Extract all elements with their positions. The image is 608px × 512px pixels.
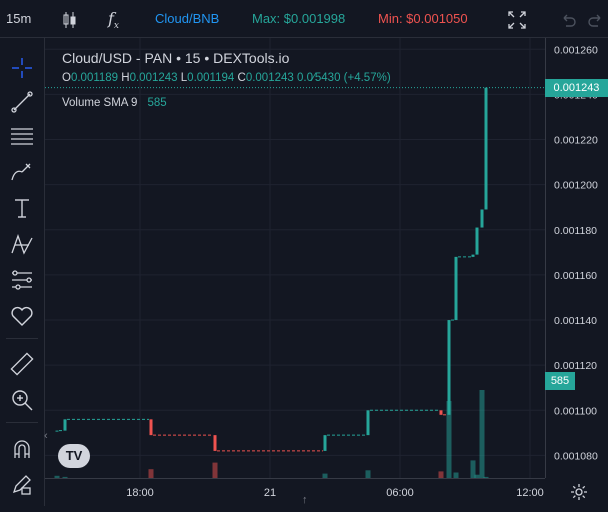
candle — [149, 419, 153, 436]
volume-bar — [62, 476, 68, 478]
candle — [480, 209, 484, 228]
candle — [366, 410, 370, 436]
candle — [439, 410, 443, 415]
price-tick-label: 0.001100 — [554, 405, 597, 417]
volume-bar — [54, 475, 60, 478]
ohlc-legend: O0.001189 H0.001243 L0.001194 C0.001243 … — [62, 72, 391, 84]
candle — [447, 320, 451, 415]
crosshair-icon[interactable] — [8, 54, 36, 82]
trendline-icon[interactable] — [8, 88, 36, 116]
price-tick-label: 0.001080 — [554, 450, 598, 462]
undo-icon[interactable] — [560, 0, 576, 37]
volume-bar — [148, 469, 154, 478]
price-chart[interactable] — [45, 38, 545, 478]
volume-bar — [446, 401, 452, 478]
brush-icon[interactable] — [8, 158, 36, 186]
pair-label[interactable]: Cloud/BNB — [155, 11, 220, 26]
volume-legend: Volume SMA 9 585 — [62, 97, 167, 109]
prediction-icon[interactable] — [8, 266, 36, 294]
time-axis[interactable]: 18:00 21 06:00 12:00 — [45, 478, 545, 507]
volume-bar — [322, 473, 328, 478]
price-tick-label: 0.001180 — [554, 225, 597, 237]
ruler-icon[interactable] — [8, 350, 36, 378]
price-axis[interactable]: 0.0012600.0012400.0012200.0012000.001180… — [545, 38, 608, 478]
max-price: Max: $0.001998 — [252, 11, 346, 26]
tradingview-logo: TV — [58, 444, 90, 468]
volume-bar — [470, 460, 476, 478]
text-icon[interactable] — [8, 194, 36, 222]
lock-pencil-icon[interactable] — [8, 470, 36, 498]
volume-bar — [212, 462, 218, 478]
price-tick-label: 0.001140 — [554, 315, 597, 327]
volume-bar — [483, 476, 489, 478]
price-tick-label: 0.001260 — [554, 44, 598, 56]
price-tick-label: 0.001120 — [554, 360, 597, 372]
candles-icon[interactable] — [62, 0, 78, 37]
time-tick-label: 21 — [264, 487, 276, 499]
drawing-toolbar — [0, 38, 45, 506]
price-tick-label: 0.001160 — [554, 270, 597, 282]
settings-gear-icon[interactable] — [570, 483, 588, 506]
candle — [213, 435, 217, 451]
low-value: 0.001194 — [187, 72, 235, 84]
interval-button[interactable]: 15m — [6, 11, 32, 26]
candle — [323, 435, 327, 451]
candle — [63, 419, 67, 431]
volume-tag: 585 — [545, 372, 575, 390]
candle — [55, 430, 59, 432]
volume-bar — [365, 470, 371, 478]
volume-bar — [453, 472, 459, 478]
time-tick-label: 18:00 — [126, 487, 154, 499]
open-value: 0.001189 — [70, 72, 119, 84]
scroll-up-icon[interactable]: ↑ — [302, 494, 308, 506]
zoom-icon[interactable] — [8, 386, 36, 414]
volume-bar — [479, 390, 485, 478]
high-value: 0.001243 — [129, 72, 178, 84]
price-tick-label: 0.001220 — [554, 135, 598, 147]
collapse-arrow-icon[interactable]: ‹ — [44, 430, 48, 442]
candle — [475, 227, 479, 255]
fib-icon[interactable] — [8, 122, 36, 150]
min-price: Min: $0.001050 — [378, 11, 468, 26]
fullscreen-icon[interactable] — [508, 0, 526, 37]
time-tick-label: 12:00 — [516, 487, 544, 499]
volume-bar — [438, 471, 444, 478]
close-value: 0.001243 — [245, 72, 294, 84]
time-tick-label: 06:00 — [386, 487, 414, 499]
candle — [484, 87, 488, 210]
chart-canvas[interactable] — [45, 38, 545, 478]
price-tick-label: 0.001200 — [554, 180, 598, 192]
top-toolbar: 15m fx Cloud/BNB Max: $0.001998 Min: $0.… — [0, 0, 608, 38]
magnet-icon[interactable] — [8, 436, 36, 464]
heart-icon[interactable] — [8, 302, 36, 330]
volume-bar — [474, 474, 480, 478]
pattern-icon[interactable] — [8, 230, 36, 258]
fx-icon[interactable]: fx — [108, 9, 119, 32]
last-price-tag: 0.001243 — [545, 78, 608, 97]
candle — [454, 256, 458, 321]
redo-icon[interactable] — [588, 0, 604, 37]
candle — [471, 254, 475, 257]
change-value: 0.0⁄5430 (+4.57%) — [296, 72, 391, 84]
chart-title: Cloud/USD - PAN • 15 • DEXTools.io — [62, 50, 290, 66]
